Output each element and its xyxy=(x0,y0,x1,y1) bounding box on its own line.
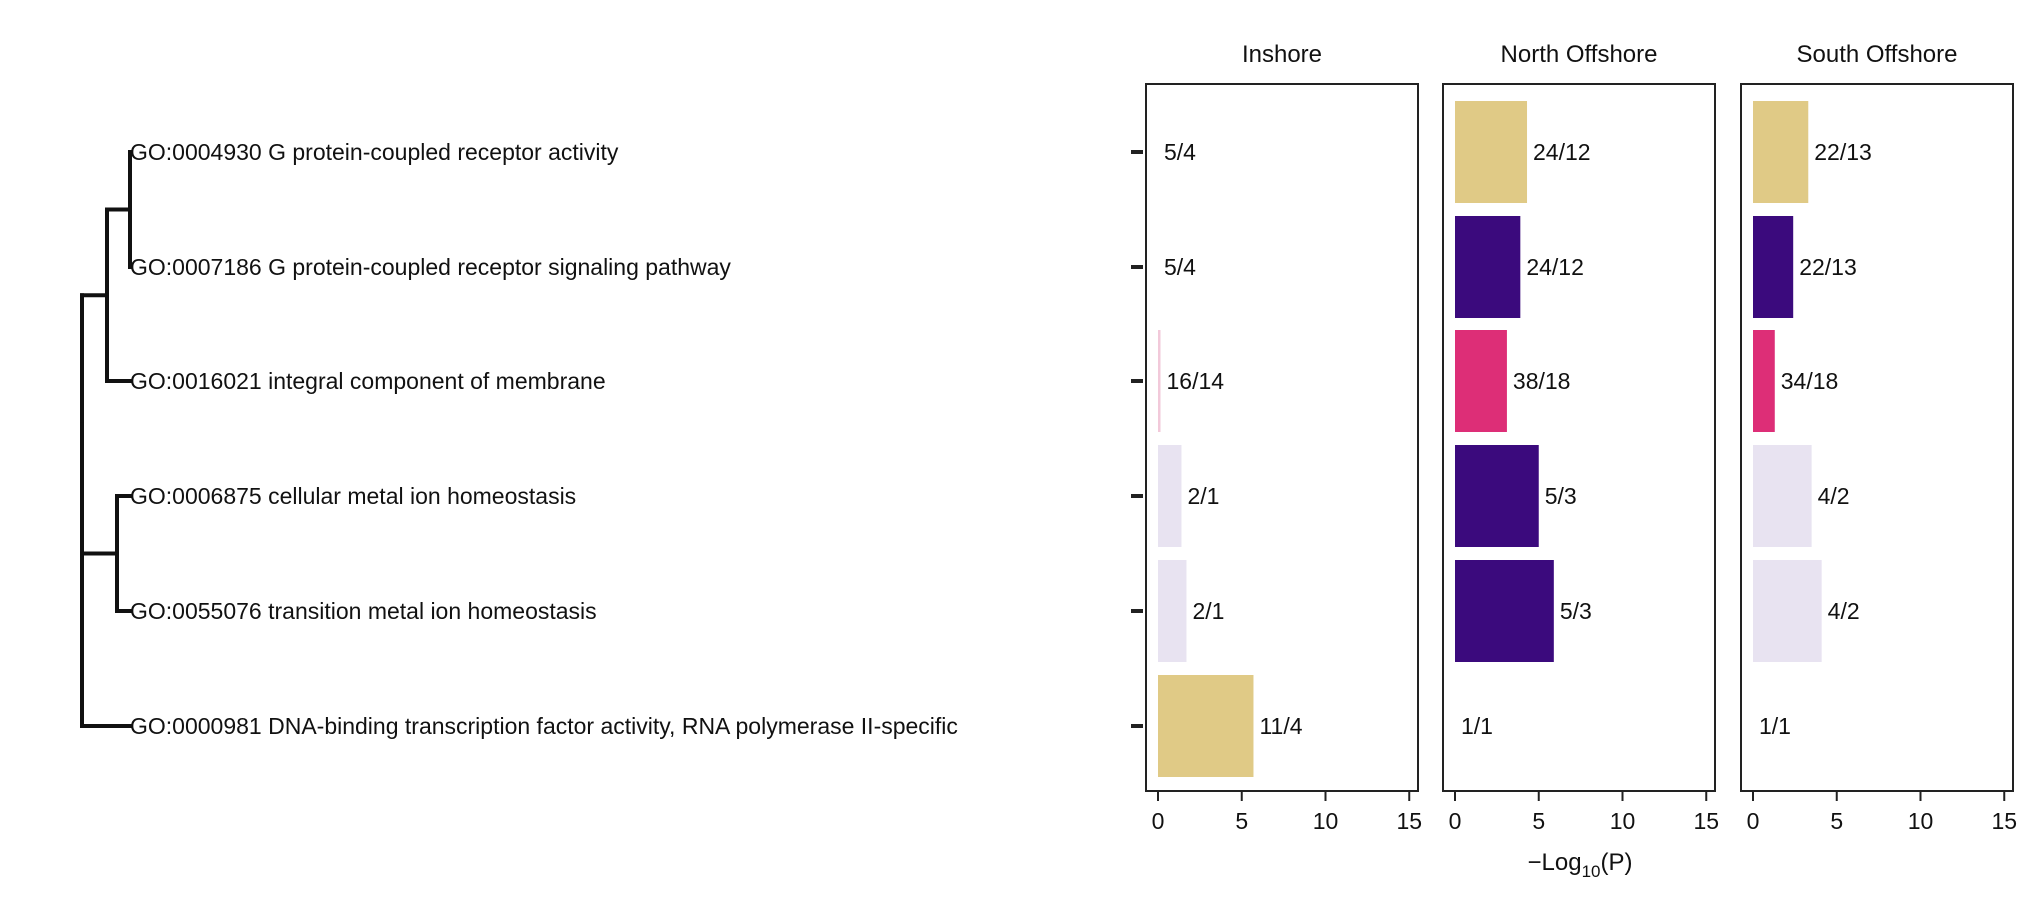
bar xyxy=(1753,216,1794,318)
bar-data-label: 5/3 xyxy=(1560,598,1592,624)
bar-data-label: 34/18 xyxy=(1781,368,1839,394)
go-term-label: GO:0004930 G protein-coupled receptor ac… xyxy=(130,139,619,165)
panel-frame xyxy=(1740,83,2014,792)
panel-frame xyxy=(1442,83,1716,792)
x-tick-label: 5 xyxy=(1235,808,1248,834)
bar xyxy=(1753,445,1812,547)
x-tick-label: 5 xyxy=(1830,808,1843,834)
bar-data-label: 5/4 xyxy=(1164,139,1196,165)
bar xyxy=(1753,101,1809,203)
go-term-labels: GO:0004930 G protein-coupled receptor ac… xyxy=(130,139,958,739)
bar xyxy=(1455,330,1507,432)
bar xyxy=(1753,330,1775,432)
panel-inshore: Inshore 5/4 5/4 16/14 2/1 2/1 11/4 0 5 10 15 xyxy=(1145,41,1422,834)
bar-data-label: 24/12 xyxy=(1533,139,1591,165)
panel-title: South Offshore xyxy=(1797,41,1958,68)
x-tick-label: 15 xyxy=(1991,808,2017,834)
panel-north-offshore: North Offshore 24/12 24/12 38/18 5/3 5/3 1/1 0 5… xyxy=(1442,41,1719,834)
bar-data-label: 5/3 xyxy=(1545,483,1577,509)
bar-data-label: 4/2 xyxy=(1828,598,1860,624)
x-tick-label: 5 xyxy=(1532,808,1545,834)
panel-title: Inshore xyxy=(1242,41,1322,68)
x-tick-label: 0 xyxy=(1152,808,1165,834)
x-tick-label: 10 xyxy=(1610,808,1636,834)
panel-frame xyxy=(1145,83,1419,792)
panel-south-offshore: South Offshore 22/13 22/13 34/18 4/2 4/2 1/1 0 5… xyxy=(1740,41,2017,834)
bar xyxy=(1158,330,1161,432)
bar-data-label: 1/1 xyxy=(1759,713,1791,739)
bar xyxy=(1455,216,1521,318)
bar xyxy=(1455,560,1554,662)
bar-data-label: 11/4 xyxy=(1259,713,1302,739)
bar xyxy=(1158,675,1254,777)
bar-data-label: 4/2 xyxy=(1818,483,1850,509)
bar xyxy=(1455,101,1528,203)
bar-data-label: 2/1 xyxy=(1192,598,1224,624)
bar-data-label: 1/1 xyxy=(1461,713,1493,739)
x-tick-label: 15 xyxy=(1396,808,1422,834)
bar-data-label: 22/13 xyxy=(1799,254,1857,280)
go-term-label: GO:0055076 transition metal ion homeosta… xyxy=(130,598,597,624)
bar xyxy=(1158,560,1187,662)
bar-data-label: 16/14 xyxy=(1167,368,1225,394)
go-term-label: GO:0000981 DNA-binding transcription fac… xyxy=(130,713,958,739)
bar-data-label: 22/13 xyxy=(1814,139,1872,165)
x-tick-label: 15 xyxy=(1693,808,1719,834)
bar xyxy=(1158,445,1182,547)
go-term-label: GO:0007186 G protein-coupled receptor si… xyxy=(130,254,731,280)
go-term-label: GO:0006875 cellular metal ion homeostasi… xyxy=(130,483,576,509)
go-term-label: GO:0016021 integral component of membran… xyxy=(130,368,606,394)
bar-data-label: 38/18 xyxy=(1513,368,1571,394)
x-tick-label: 10 xyxy=(1313,808,1339,834)
panel-title: North Offshore xyxy=(1501,41,1658,68)
bar-data-label: 5/4 xyxy=(1164,254,1196,280)
bar xyxy=(1455,445,1539,547)
x-tick-label: 10 xyxy=(1908,808,1934,834)
bar-data-label: 2/1 xyxy=(1187,483,1219,509)
x-axis-label: −Log10(P) xyxy=(1528,849,1633,881)
bar-data-label: 24/12 xyxy=(1526,254,1584,280)
y-axis-ticks xyxy=(1131,150,1143,728)
x-tick-label: 0 xyxy=(1449,808,1462,834)
bar xyxy=(1753,560,1822,662)
x-tick-label: 0 xyxy=(1747,808,1760,834)
go-term-dendrogram xyxy=(80,150,132,728)
